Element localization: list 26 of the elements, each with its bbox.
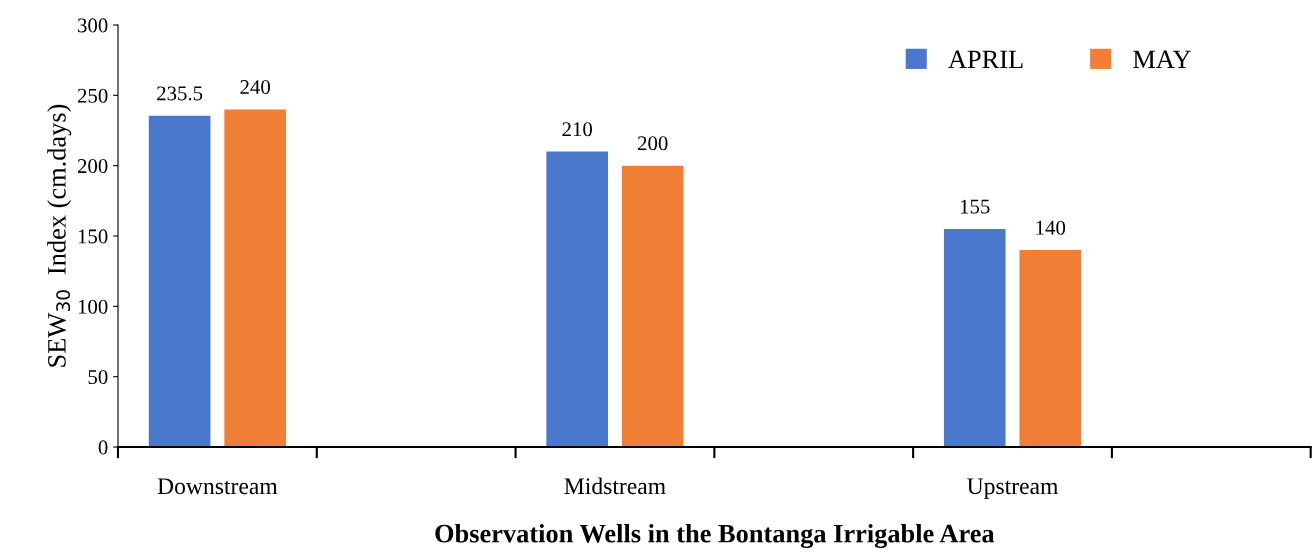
x-tick-label: Upstream: [967, 478, 1059, 499]
x-tick-label: Midstream: [564, 477, 666, 495]
bar: [224, 109, 286, 447]
y-tick-label: 200: [77, 159, 108, 174]
data-label: 235.5: [157, 86, 203, 101]
data-label: 240: [240, 80, 270, 95]
y-tick-label: 100: [78, 299, 108, 314]
y-tick-label: 0: [98, 440, 108, 455]
legend-label: APRIL: [948, 50, 1023, 69]
bar: [546, 151, 608, 447]
bar: [1019, 250, 1082, 447]
data-label: 200: [638, 136, 668, 151]
y-tick-label: 50: [88, 370, 108, 385]
x-tick-label: Downstream: [157, 478, 278, 495]
y-tick-label: 250: [77, 88, 108, 103]
data-label: 140: [1036, 220, 1066, 235]
data-label: 155: [960, 199, 990, 214]
y-tick-label: 150: [78, 229, 108, 244]
bar: [621, 165, 684, 447]
x-axis-title: Observation Wells in the Bontanga Irrigable Area: [435, 523, 995, 549]
y-tick-label: 300: [78, 18, 108, 33]
bar: [943, 228, 1006, 447]
legend-label: MAY: [1133, 50, 1191, 69]
data-label: 210: [562, 122, 593, 137]
y-axis-title: SEW$_{30}$ Index (cm.days): [47, 104, 72, 367]
bar: [148, 115, 211, 447]
